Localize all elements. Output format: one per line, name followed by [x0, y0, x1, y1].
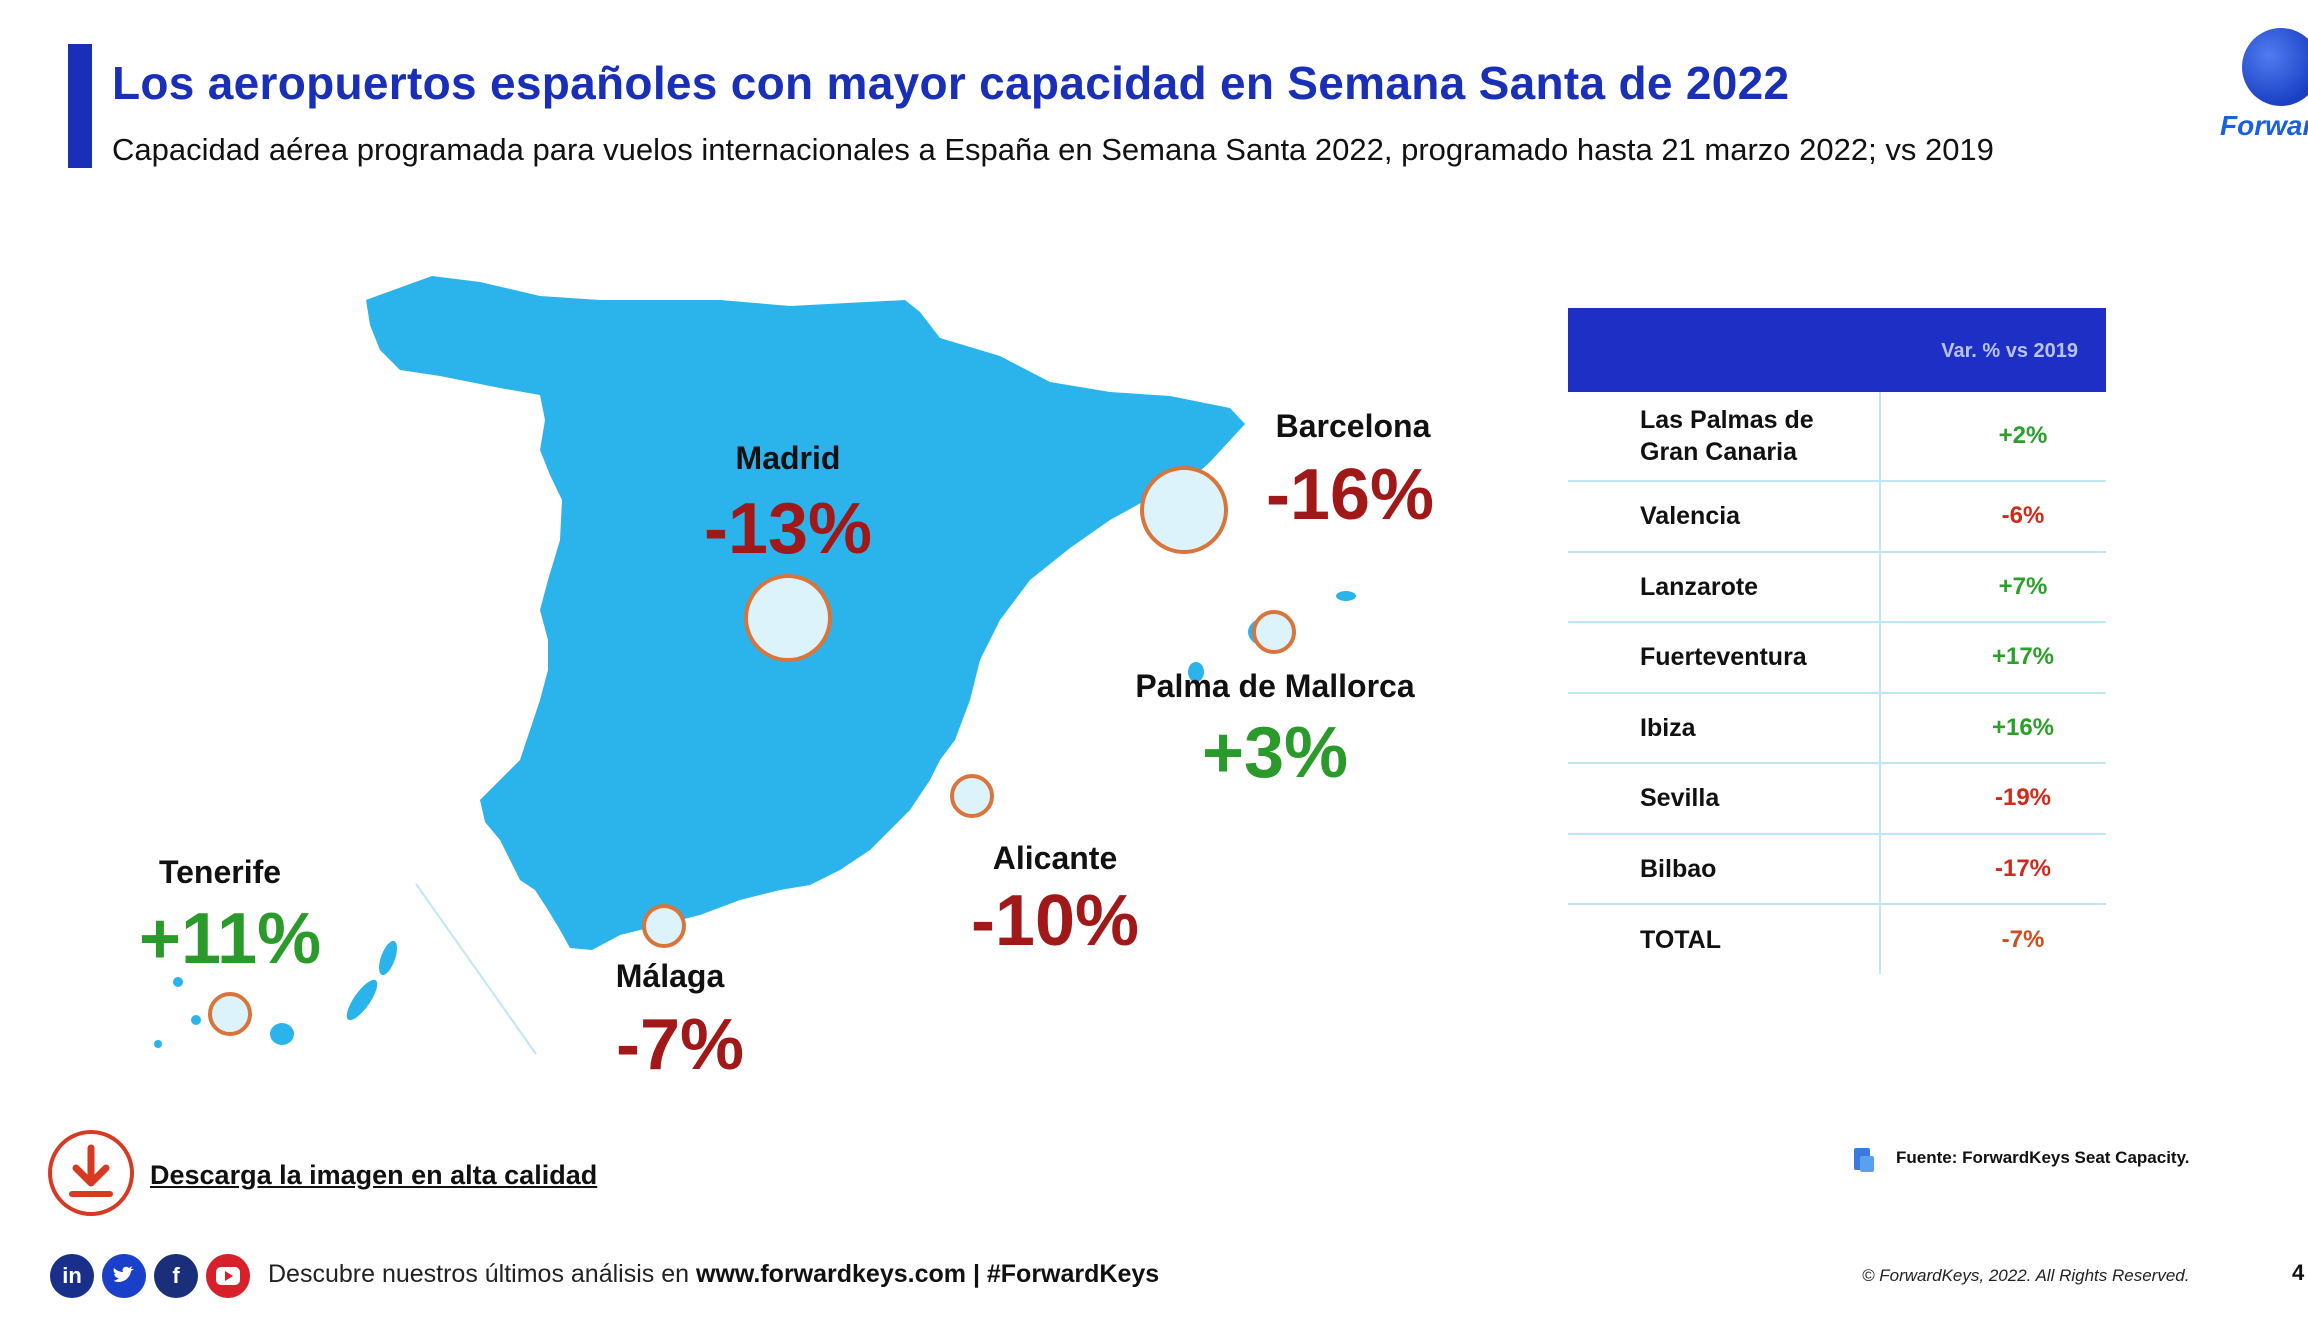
table-row: Bilbao -17%: [1568, 835, 2106, 905]
table-row-value: -19%: [1994, 784, 2052, 812]
copyright: © ForwardKeys, 2022. All Rights Reserved…: [1862, 1266, 2190, 1285]
palma-island: [173, 977, 183, 987]
download-link[interactable]: Descarga la imagen en alta calidad: [150, 1160, 598, 1190]
table-row: Las Palmas de Gran Canaria +2%: [1568, 392, 2106, 482]
city-label-barcelona: Barcelona: [1275, 408, 1431, 444]
table-row-name: Las Palmas de Gran Canaria: [1640, 406, 1814, 466]
city-label-palma: Palma de Mallorca: [1135, 668, 1415, 704]
source-text: Fuente: ForwardKeys Seat Capacity.: [1896, 1148, 2190, 1167]
table-row-value: -6%: [2001, 502, 2045, 530]
city-value-palma: +3%: [1201, 713, 1349, 793]
youtube-icon[interactable]: [206, 1254, 250, 1298]
twitter-icon[interactable]: [102, 1254, 146, 1298]
malaga-marker: [642, 904, 686, 948]
globe-icon: [2242, 28, 2308, 106]
table-row-value: +2%: [1998, 422, 2048, 449]
ibiza-island: [1188, 662, 1204, 682]
table-row-value: -17%: [1994, 854, 2052, 882]
table-column-divider: [1879, 392, 1881, 974]
city-value-malaga: -7%: [615, 1005, 745, 1085]
table-row: Ibiza +16%: [1568, 694, 2106, 764]
footer-text-prefix: Descubre nuestros últimos análisis en: [268, 1260, 690, 1288]
table-row: TOTAL -7%: [1568, 905, 2106, 976]
table-row-name: Lanzarote: [1640, 572, 1759, 601]
table-row-name: Bilbao: [1640, 854, 1717, 883]
table-row-name: TOTAL: [1640, 926, 1722, 955]
gran-canaria-island: [270, 1023, 294, 1045]
lanzarote-island: [378, 940, 398, 976]
madrid-marker: [744, 574, 832, 662]
gomera-island: [191, 1015, 201, 1025]
barcelona-marker: [1140, 466, 1228, 554]
city-value-madrid: -13%: [703, 489, 873, 569]
page-number: 4: [2292, 1260, 2305, 1285]
city-label-alicante: Alicante: [992, 840, 1118, 876]
fuerteventura-island: [346, 979, 378, 1021]
table-row-name: Fuerteventura: [1640, 643, 1807, 672]
download-icon[interactable]: [48, 1130, 134, 1216]
table-row-value: +17%: [1991, 643, 2055, 671]
database-icon: [1854, 1148, 1874, 1172]
table-row: Valencia -6%: [1568, 482, 2106, 553]
table-row-value: -7%: [2001, 926, 2045, 954]
spain-map: [154, 276, 1356, 1055]
tenerife-marker: [208, 992, 252, 1036]
forwardkeys-logo[interactable]: Forward: [2210, 22, 2308, 152]
footer-website-link[interactable]: www.forwardkeys.com | #ForwardKeys: [696, 1260, 1160, 1288]
hierro-island: [154, 1040, 162, 1048]
table-header: Var. % vs 2019: [1568, 308, 2106, 392]
title-accent-bar: [68, 44, 92, 168]
palma-marker: [1252, 610, 1296, 654]
canary-separator: [415, 883, 537, 1055]
table-row: Fuerteventura +17%: [1568, 623, 2106, 694]
city-label-madrid: Madrid: [735, 440, 841, 476]
page-title: Los aeropuertos españoles con mayor capa…: [112, 57, 1790, 109]
facebook-icon[interactable]: f: [154, 1254, 198, 1298]
city-value-alicante: -10%: [970, 881, 1140, 961]
table-row-value: +7%: [1998, 572, 2048, 600]
table-row-name: Ibiza: [1640, 713, 1696, 742]
logo-text: Forward: [2220, 110, 2308, 141]
city-value-tenerife: +11%: [138, 899, 322, 979]
footer-text: Descubre nuestros últimos análisis en ww…: [268, 1260, 1159, 1289]
table-row: Lanzarote +7%: [1568, 553, 2106, 623]
table-row-value: +16%: [1991, 713, 2055, 741]
airport-table: Var. % vs 2019 Las Palmas de Gran Canari…: [1568, 308, 2106, 976]
city-label-tenerife: Tenerife: [158, 854, 282, 890]
linkedin-icon[interactable]: in: [50, 1254, 94, 1298]
table-row-name: Valencia: [1640, 502, 1741, 531]
table-header-label: Var. % vs 2019: [1941, 340, 2078, 362]
menorca-island: [1336, 591, 1356, 601]
table-row: Sevilla -19%: [1568, 764, 2106, 835]
city-value-barcelona: -16%: [1265, 455, 1435, 535]
city-label-malaga: Málaga: [615, 958, 725, 994]
page-subtitle: Capacidad aérea programada para vuelos i…: [112, 132, 1994, 167]
table-row-name: Sevilla: [1640, 784, 1720, 813]
alicante-marker: [950, 774, 994, 818]
